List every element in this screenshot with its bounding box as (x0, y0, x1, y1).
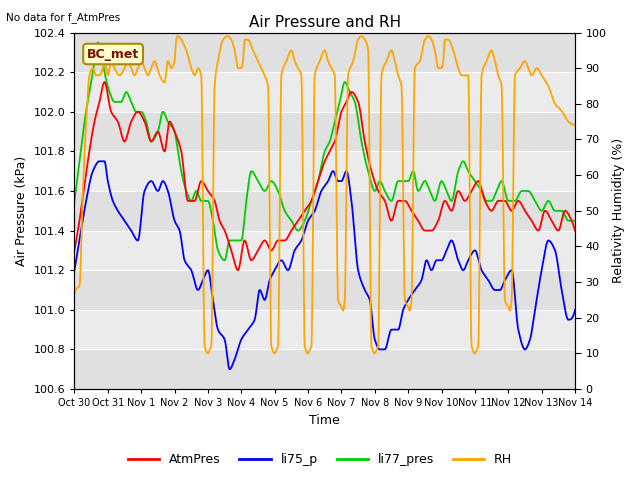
Text: BC_met: BC_met (87, 48, 140, 60)
Line: li77_pres: li77_pres (74, 42, 575, 260)
Bar (74, 112, 575, 151)
Bar (74, 191, 575, 230)
AtmPres (234, 267, 242, 273)
li75_p (301, 227, 309, 232)
Line: AtmPres: AtmPres (74, 82, 575, 270)
RH (571, 122, 579, 128)
RH (557, 107, 564, 113)
Line: RH: RH (74, 36, 575, 353)
Bar (74, 33, 575, 72)
RH (96, 72, 104, 78)
Line: li75_p: li75_p (74, 161, 575, 369)
AtmPres (465, 192, 473, 198)
li75_p (314, 197, 322, 203)
li75_p (226, 366, 234, 372)
li77_pres (465, 170, 473, 176)
li77_pres (571, 218, 579, 224)
li77_pres (221, 257, 228, 263)
Bar (74, 270, 575, 310)
AtmPres (571, 228, 579, 233)
AtmPres (314, 177, 322, 183)
li75_p (95, 158, 103, 164)
li75_p (557, 283, 565, 289)
AtmPres (557, 221, 565, 227)
AtmPres (96, 97, 104, 103)
li77_pres (314, 177, 322, 183)
li77_pres (301, 217, 309, 223)
RH (314, 61, 322, 67)
RH (301, 345, 309, 350)
li75_p (571, 307, 579, 312)
li77_pres (70, 198, 78, 204)
Y-axis label: Air Pressure (kPa): Air Pressure (kPa) (15, 156, 28, 266)
X-axis label: Time: Time (309, 414, 340, 427)
li77_pres (557, 208, 565, 214)
RH (204, 350, 212, 356)
li77_pres (97, 46, 104, 51)
Text: No data for f_AtmPres: No data for f_AtmPres (6, 12, 121, 23)
RH (557, 108, 565, 113)
li75_p (465, 256, 473, 262)
Title: Air Pressure and RH: Air Pressure and RH (249, 15, 401, 30)
RH (224, 33, 232, 39)
Y-axis label: Relativity Humidity (%): Relativity Humidity (%) (612, 138, 625, 283)
AtmPres (100, 79, 108, 85)
Bar (74, 349, 575, 389)
AtmPres (557, 222, 564, 228)
li77_pres (557, 208, 564, 214)
RH (70, 290, 78, 296)
li77_pres (94, 39, 102, 45)
AtmPres (70, 248, 78, 253)
Legend: AtmPres, li75_p, li77_pres, RH: AtmPres, li75_p, li77_pres, RH (123, 448, 517, 471)
li75_p (557, 282, 564, 288)
RH (465, 117, 473, 123)
AtmPres (301, 207, 309, 213)
li75_p (70, 267, 78, 273)
li75_p (97, 158, 104, 164)
